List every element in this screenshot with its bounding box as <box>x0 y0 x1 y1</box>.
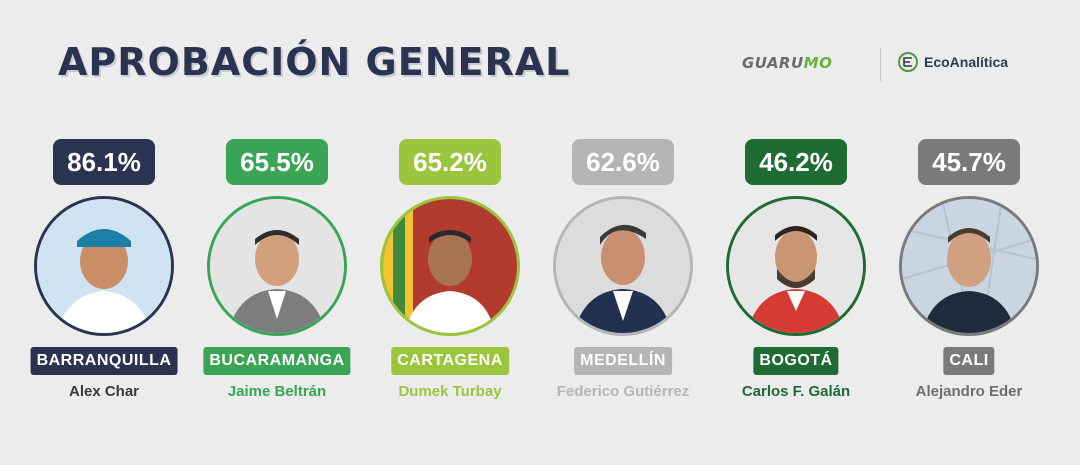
mayor-name: Jaime Beltrán <box>227 383 327 400</box>
city-label: BARRANQUILLA <box>30 347 178 375</box>
mayor-card-cartagena: 65.2% CARTAGENA Dumek Turbay <box>364 139 536 409</box>
approval-percent: 46.2% <box>745 139 847 185</box>
mayor-card-cali: 45.7% CALI Alejandro Eder <box>883 139 1055 409</box>
city-label: BOGOTÁ <box>753 347 839 375</box>
mayor-name: Alejandro Eder <box>915 383 1023 400</box>
approval-percent: 86.1% <box>53 139 155 185</box>
city-label: MEDELLÍN <box>574 347 672 375</box>
mayor-card-bucaramanga: 65.5% BUCARAMANGA Jaime Beltrán <box>191 139 363 409</box>
mayor-photo <box>380 196 520 336</box>
city-label: BUCARAMANGA <box>203 347 351 375</box>
logo-divider <box>880 48 881 82</box>
page-title: APROBACIÓN GENERAL <box>58 40 571 84</box>
approval-percent: 65.2% <box>399 139 501 185</box>
ecoanalitica-logo: EcoAnalítica <box>898 52 1008 72</box>
guarumo-logo: GUARUMO <box>742 54 832 72</box>
mayor-name: Dumek Turbay <box>398 383 502 400</box>
guarumo-logo-main: GUARU <box>742 54 804 72</box>
mayor-photo <box>34 196 174 336</box>
ecoanalitica-icon <box>898 52 918 72</box>
ecoanalitica-text: EcoAnalítica <box>924 54 1009 70</box>
mayor-name: Carlos F. Galán <box>741 383 851 400</box>
mayor-name: Federico Gutiérrez <box>556 383 690 400</box>
mayor-card-bogota: 46.2% BOGOTÁ Carlos F. Galán <box>710 139 882 409</box>
mayor-photo <box>553 196 693 336</box>
mayor-card-medellin: 62.6% MEDELLÍN Federico Gutiérrez <box>537 139 709 409</box>
approval-percent: 45.7% <box>918 139 1020 185</box>
approval-percent: 65.5% <box>226 139 328 185</box>
city-label: CARTAGENA <box>391 347 509 375</box>
mayor-photo <box>899 196 1039 336</box>
approval-percent: 62.6% <box>572 139 674 185</box>
mayor-card-barranquilla: 86.1% BARRANQUILLA Alex Char <box>18 139 190 409</box>
guarumo-logo-accent: MO <box>803 54 833 72</box>
mayor-name: Alex Char <box>68 383 140 400</box>
mayor-photo <box>207 196 347 336</box>
mayor-photo <box>726 196 866 336</box>
city-label: CALI <box>943 347 995 375</box>
